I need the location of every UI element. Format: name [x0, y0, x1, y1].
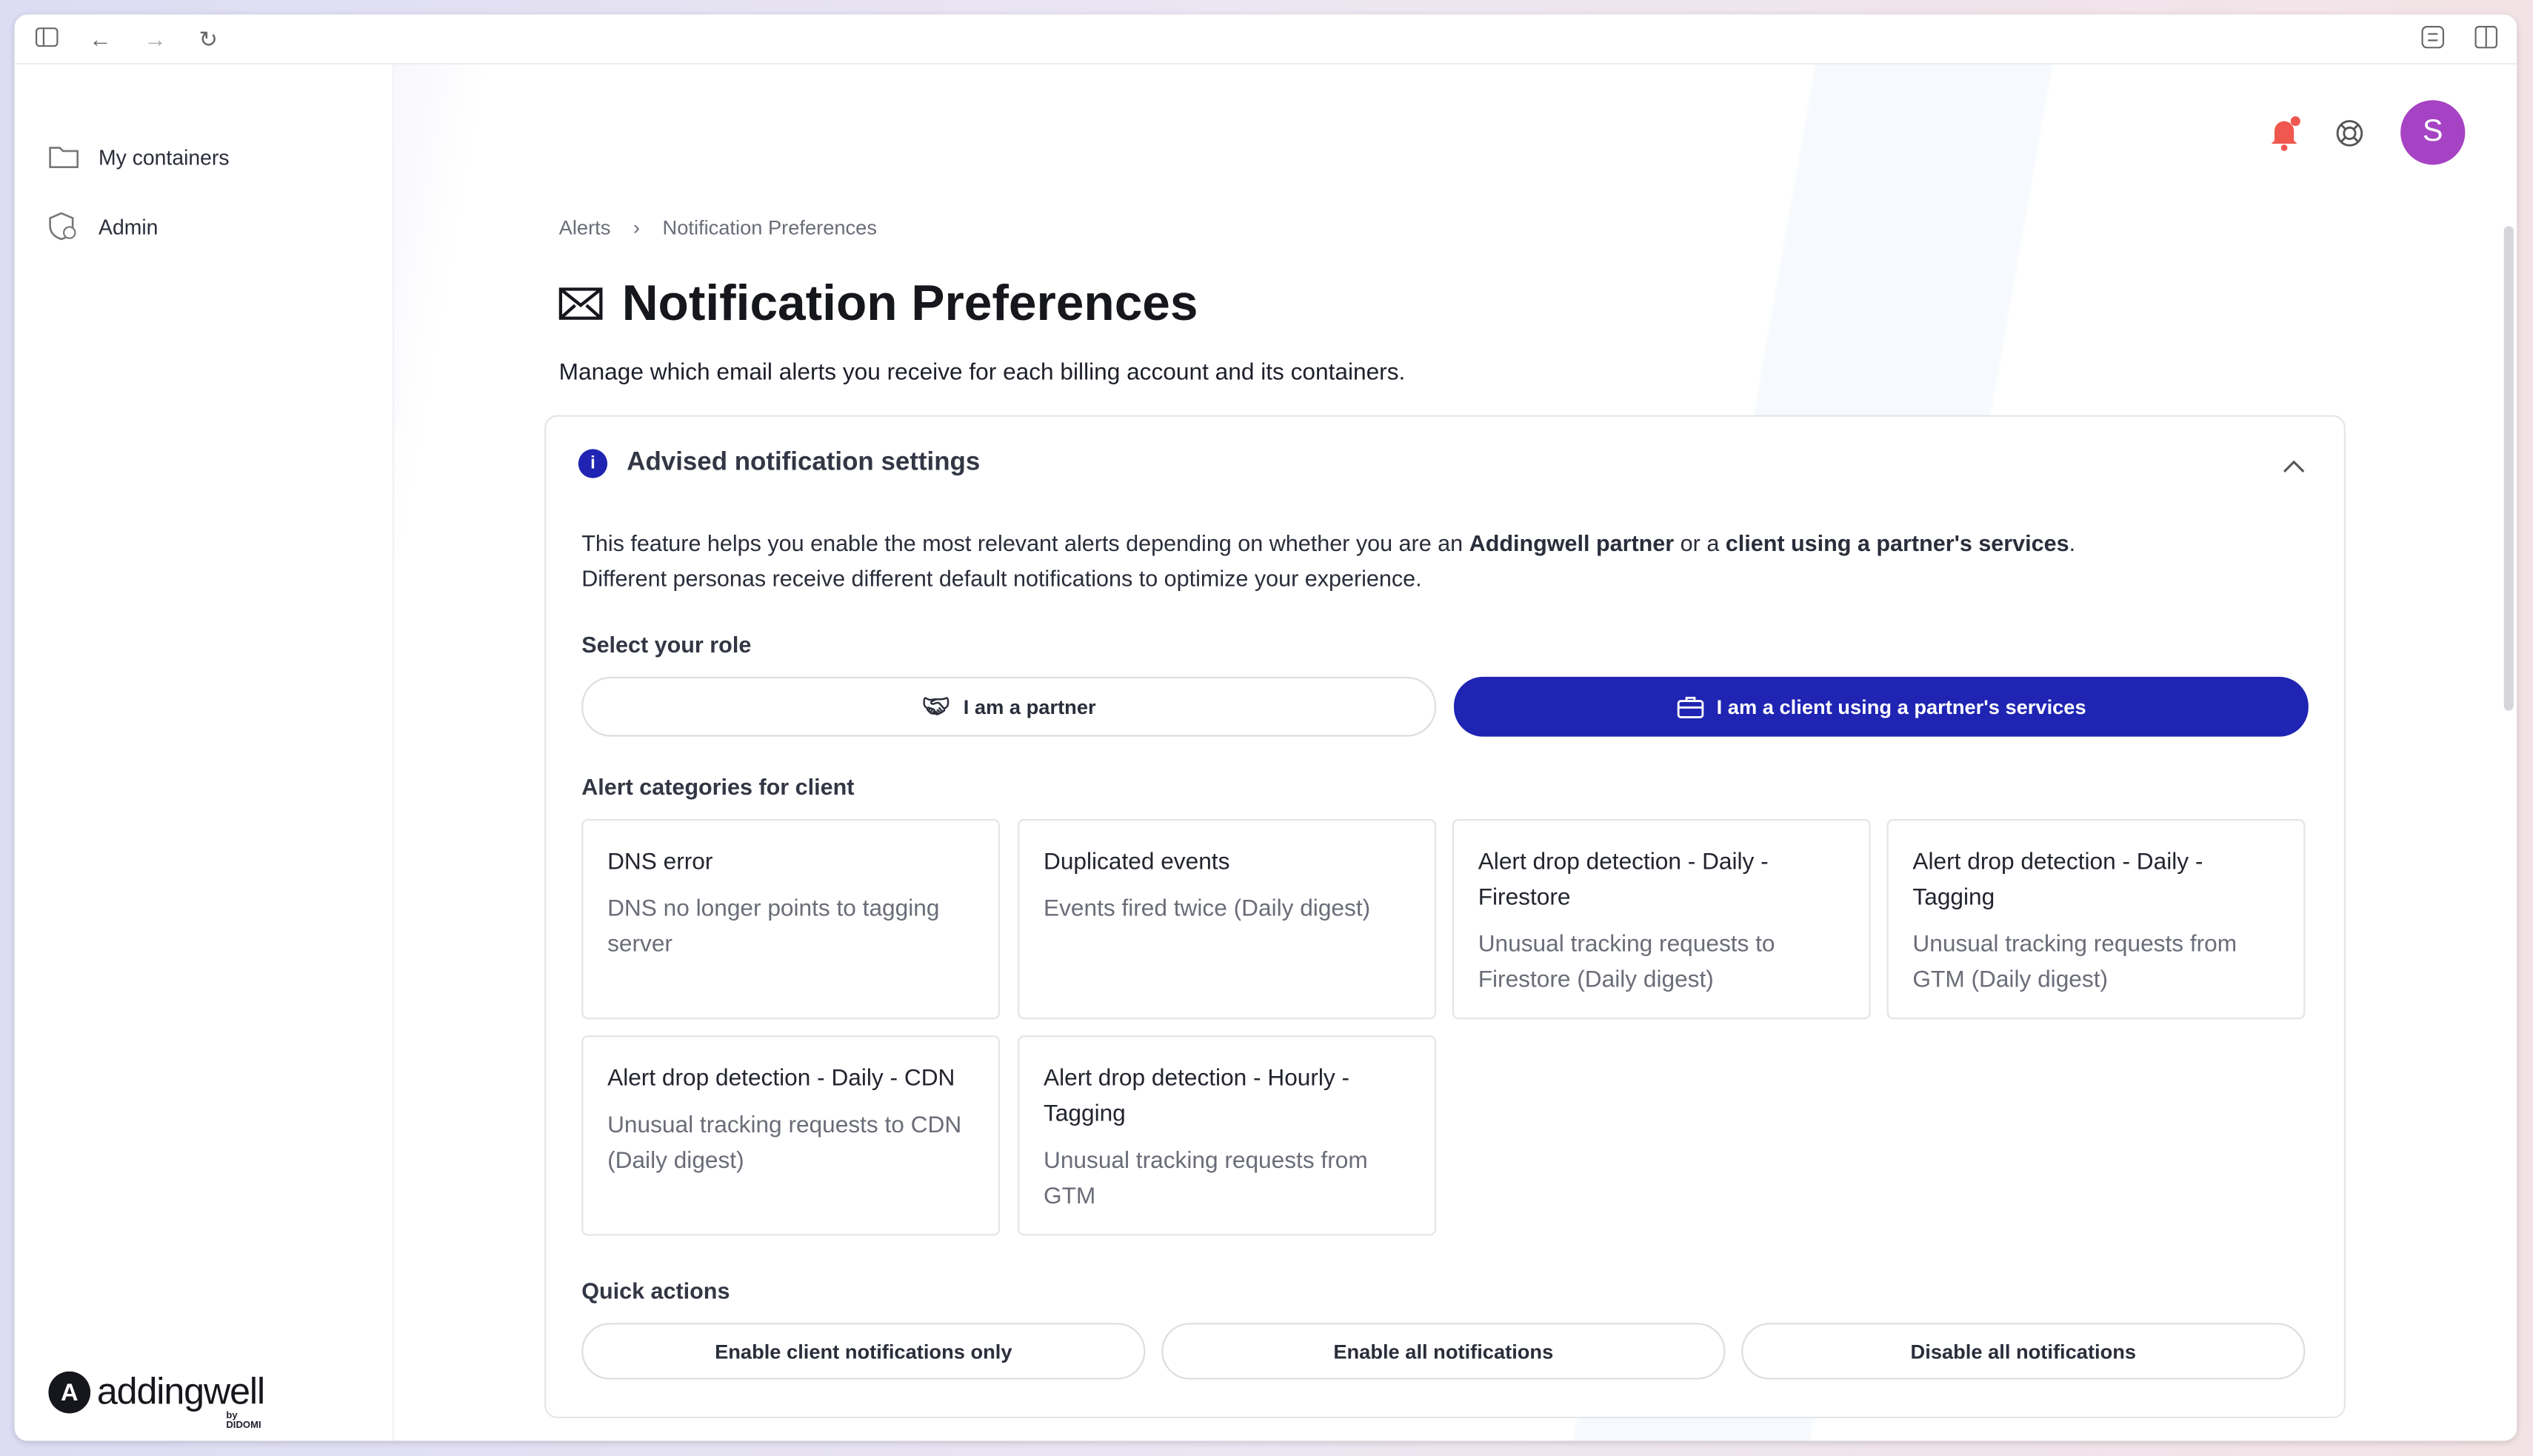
- disable-all-button[interactable]: Disable all notifications: [1741, 1323, 2306, 1380]
- sidebar: My containers Admin A addingwell by DIDO…: [14, 64, 395, 1441]
- enable-client-only-button[interactable]: Enable client notifications only: [581, 1323, 1146, 1380]
- scrollbar[interactable]: [2503, 226, 2514, 711]
- admin-shield-icon: [49, 212, 76, 241]
- alert-category-card: Alert drop detection - Daily - CDN Unusua…: [581, 1035, 1001, 1236]
- sidebar-toggle-icon[interactable]: [34, 26, 60, 52]
- quick-actions-label: Quick actions: [581, 1278, 730, 1304]
- sidebar-item-my-containers[interactable]: My containers: [48, 144, 230, 170]
- notification-bell-button[interactable]: [2268, 116, 2300, 160]
- role-client-button[interactable]: I am a client using a partner's services: [1453, 676, 2309, 737]
- sidebar-item-label: My containers: [99, 144, 230, 169]
- svg-text:A: A: [61, 1377, 79, 1405]
- info-icon: i: [578, 449, 608, 478]
- categories-label: Alert categories for client: [581, 773, 855, 800]
- page-subtitle: Manage which email alerts you receive fo…: [558, 360, 1406, 387]
- alert-category-card: Duplicated events Events fired twice (Dai…: [1018, 818, 1436, 1020]
- breadcrumb-alerts[interactable]: Alerts: [558, 216, 611, 239]
- avatar[interactable]: S: [2400, 100, 2466, 165]
- briefcase-icon: [1676, 695, 1703, 718]
- advised-description: This feature helps you enable the most r…: [581, 530, 2076, 592]
- browser-window: ← → ↻ My containers Admin A addingwell b…: [14, 14, 2517, 1441]
- page-title: Notification Preferences: [558, 275, 1198, 333]
- lifebuoy-icon: [2336, 120, 2363, 147]
- role-partner-button[interactable]: 🤝︎ I am a partner: [581, 676, 1436, 737]
- breadcrumb: Alerts › Notification Preferences: [559, 216, 877, 239]
- breadcrumb-current: Notification Preferences: [662, 216, 877, 239]
- panel-header[interactable]: i Advised notification settings: [578, 449, 980, 478]
- reload-icon[interactable]: ↻: [198, 25, 218, 52]
- split-view-icon[interactable]: [2473, 25, 2499, 52]
- forward-icon[interactable]: →: [144, 25, 167, 52]
- advised-settings-panel: i Advised notification settings This fea…: [544, 415, 2346, 1419]
- alert-category-card: Alert drop detection - Daily - Tagging Un…: [1886, 818, 2306, 1020]
- sidebar-item-label: Admin: [99, 215, 158, 239]
- chevron-up-icon[interactable]: [2283, 453, 2306, 478]
- enable-all-button[interactable]: Enable all notifications: [1161, 1323, 1726, 1380]
- chevron-right-icon: ›: [633, 216, 640, 239]
- bell-icon: [2271, 116, 2300, 151]
- role-label: Select your role: [581, 631, 752, 658]
- addingwell-logo: A addingwell by DIDOMI: [48, 1370, 265, 1431]
- sidebar-item-admin[interactable]: Admin: [48, 212, 158, 242]
- back-icon[interactable]: ←: [88, 25, 112, 52]
- alert-category-card: DNS error DNS no longer points to tagging…: [581, 818, 1001, 1020]
- alert-category-card: Alert drop detection - Hourly - Tagging U…: [1018, 1035, 1436, 1236]
- envelope-icon: [558, 287, 603, 320]
- handshake-icon: 🤝︎: [921, 692, 951, 719]
- browser-toolbar: ← → ↻: [14, 14, 2517, 65]
- main-content: S Alerts › Notification Preferences Noti…: [394, 64, 2517, 1441]
- alert-category-card: Alert drop detection - Daily - Firestore…: [1452, 818, 1871, 1020]
- folder-icon: [49, 147, 79, 169]
- extension-icon[interactable]: [2420, 25, 2446, 52]
- help-button[interactable]: [2336, 119, 2363, 155]
